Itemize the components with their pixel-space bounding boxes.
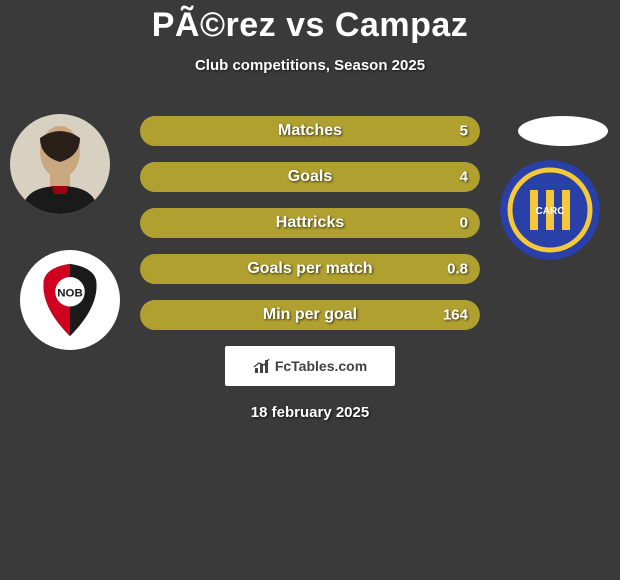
- source-label: FcTables.com: [275, 358, 367, 374]
- stat-value-right: 4: [460, 169, 468, 186]
- stat-value-right: 164: [443, 307, 468, 324]
- stats-container: Matches 5 Goals 4 Hattricks 0 Goals per …: [140, 104, 480, 330]
- player-photo-right: [518, 116, 608, 146]
- stat-bar: Matches 5: [140, 116, 480, 146]
- stat-label: Matches: [278, 122, 342, 140]
- stat-value-right: 0.8: [447, 261, 468, 278]
- player-photo-left: [10, 114, 110, 214]
- chart-icon: [253, 357, 271, 375]
- svg-text:CARC: CARC: [536, 206, 565, 217]
- stat-value-right: 0: [460, 215, 468, 232]
- stat-label: Min per goal: [263, 306, 357, 324]
- stat-label: Goals: [288, 168, 332, 186]
- stat-label: Goals per match: [247, 260, 372, 278]
- stat-label: Hattricks: [276, 214, 344, 232]
- source-badge[interactable]: FcTables.com: [225, 346, 395, 386]
- club-badge-right: CARC: [500, 160, 600, 260]
- stat-bar: Hattricks 0: [140, 208, 480, 238]
- stat-bar: Goals per match 0.8: [140, 254, 480, 284]
- stat-bar: Min per goal 164: [140, 300, 480, 330]
- club-badge-left-text: NOB: [57, 288, 83, 300]
- stat-bar: Goals 4: [140, 162, 480, 192]
- page-subtitle: Club competitions, Season 2025: [0, 57, 620, 74]
- page-title: PÃ©rez vs Campaz: [0, 0, 620, 45]
- content-area: NOB CARC Matches 5 Goals 4: [0, 104, 620, 421]
- stat-value-right: 5: [460, 123, 468, 140]
- date-text: 18 february 2025: [0, 404, 620, 421]
- club-badge-left: NOB: [20, 250, 120, 350]
